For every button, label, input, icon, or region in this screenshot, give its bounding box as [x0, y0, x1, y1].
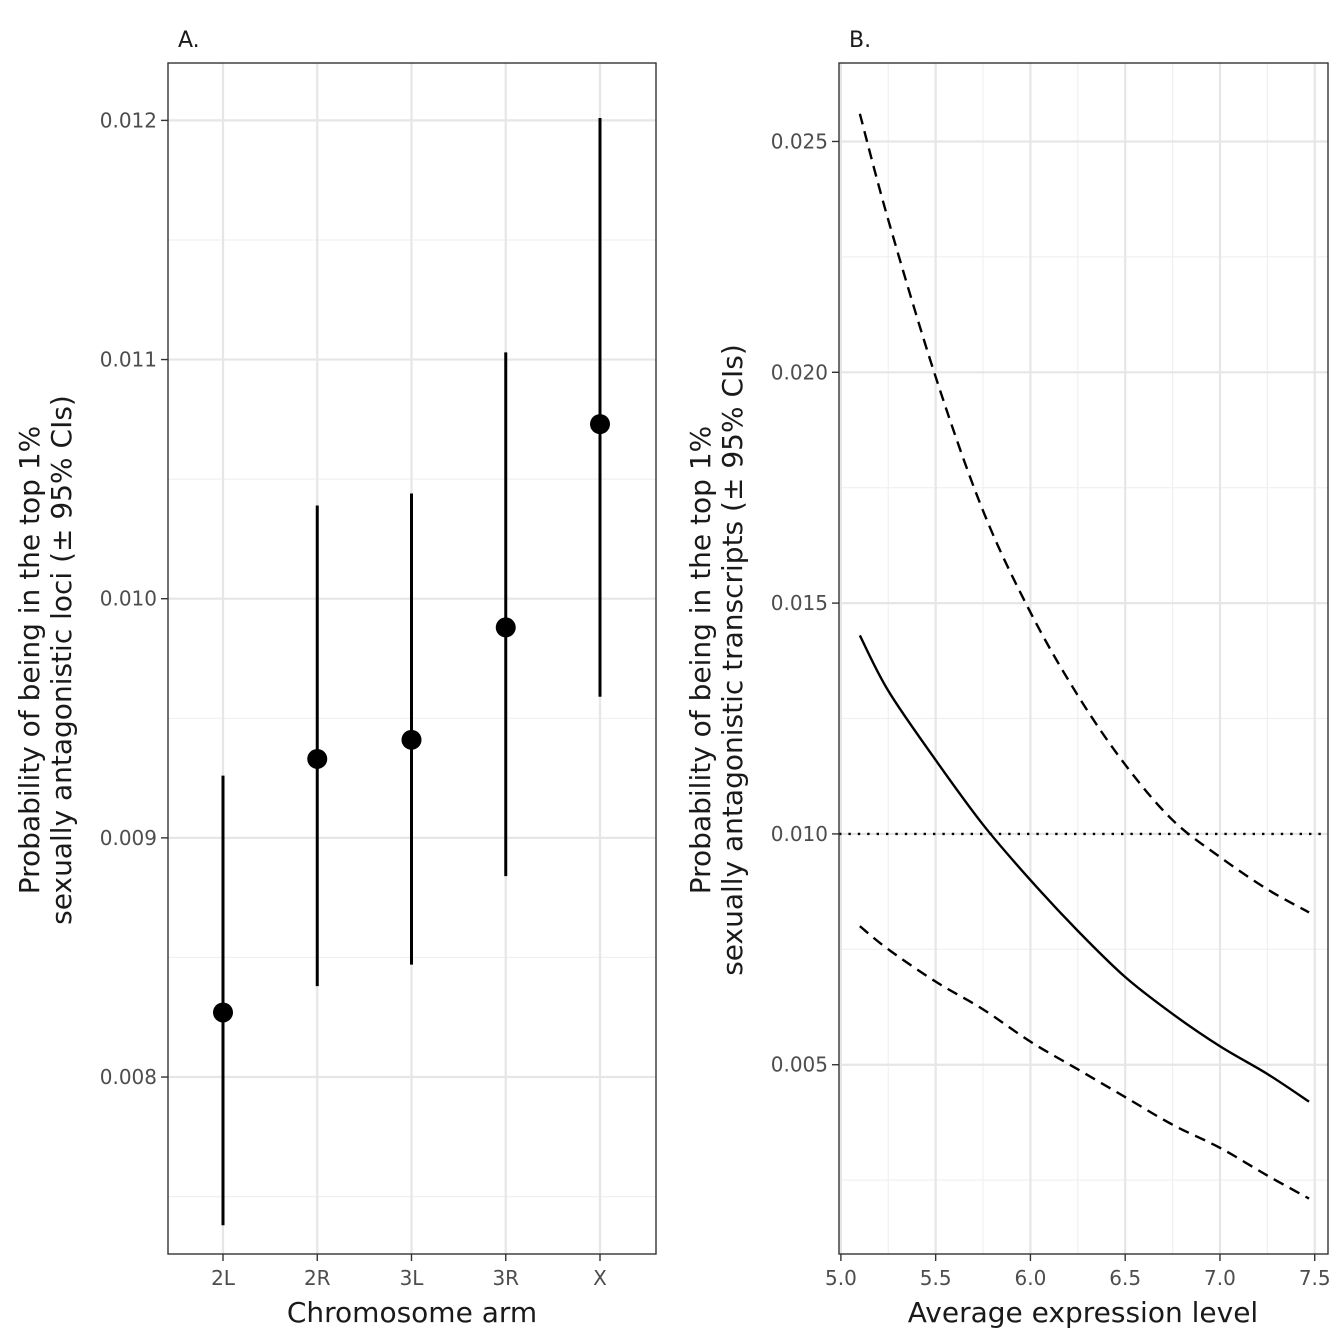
panel-a-x-tick-label: 2R [304, 1266, 331, 1290]
panel-a-marks [213, 118, 610, 1226]
panel-a-y-tick-label: 0.009 [100, 826, 157, 850]
panel-a-y-axis-title-line-1: Probability of being in the top 1% [13, 426, 46, 894]
panel-a-y-axis-title-line-2: sexually antagonistic loci (± 95% CIs) [45, 395, 78, 925]
panel-b-marks [839, 113, 1328, 1200]
panel-b-y-tick-label: 0.020 [771, 360, 828, 384]
panel-b-frame [838, 62, 1329, 1255]
panel-b-grid [839, 63, 1328, 1254]
panel-b-y-axis-title-line-2: sexually antagonistic transcripts (± 95%… [716, 344, 749, 976]
panel-a-y-tick-label: 0.010 [100, 587, 157, 611]
panel-b-line-upper-ci [858, 113, 1310, 914]
panel-b-x-tick-label: 5.0 [825, 1266, 857, 1290]
panel-b-letter: B. [849, 28, 871, 53]
panel-a-x-tick-label: 3L [400, 1266, 425, 1290]
panel-a-x-tick-label: X [593, 1266, 607, 1290]
panel-a-point [590, 414, 610, 435]
panel-a-point [213, 1002, 233, 1023]
panel-b: B. 5.0 5.5 6.0 6.5 7.0 7.5 0.005 0.010 0.015 0.02… [684, 28, 1331, 1329]
panel-b-y-axis-title: Probability of being in the top 1% sexua… [684, 344, 749, 976]
panel-b-y-tick-label: 0.015 [771, 591, 828, 615]
panel-a-y-tick-label: 0.008 [100, 1065, 157, 1089]
panel-a-point [307, 748, 328, 769]
panel-b-x-tick-label: 7.0 [1204, 1266, 1236, 1290]
panel-a-letter: A. [178, 28, 200, 53]
panel-a-axes: 0.008 0.009 0.010 0.011 0.012 2L 2R 3L 3R X [100, 108, 607, 1290]
panel-b-x-tick-label: 6.0 [1015, 1266, 1047, 1290]
panel-a-point [495, 617, 516, 638]
panel-b-axes: 5.0 5.5 6.0 6.5 7.0 7.5 0.005 0.010 0.015 0.020 0.… [771, 129, 1331, 1290]
panel-a-y-axis-title: Probability of being in the top 1% sexua… [13, 395, 78, 925]
panel-b-line-lower-ci [859, 925, 1310, 1200]
panel-a-x-tick-label: 3R [492, 1266, 519, 1290]
panel-a-y-tick-label: 0.012 [100, 108, 157, 132]
panel-b-y-tick-label: 0.010 [771, 822, 828, 846]
panel-b-y-tick-label: 0.025 [771, 129, 828, 153]
panel-b-line-estimate [858, 634, 1310, 1103]
panel-a: A. 0.008 0.009 0.010 0.011 0.012 2L 2R 3L 3R X Ch… [13, 28, 657, 1329]
panel-b-y-axis-title-line-1: Probability of being in the top 1% [684, 426, 717, 894]
panel-a-point [401, 729, 422, 750]
panel-b-x-tick-label: 6.5 [1109, 1266, 1141, 1290]
panel-a-x-axis-title: Chromosome arm [287, 1296, 537, 1329]
panel-a-x-tick-label: 2L [211, 1266, 236, 1290]
panel-b-y-tick-label: 0.005 [771, 1053, 828, 1077]
panel-b-x-tick-label: 5.5 [920, 1266, 952, 1290]
panel-b-x-axis-title: Average expression level [908, 1296, 1258, 1329]
panel-a-y-tick-label: 0.011 [100, 348, 157, 372]
panel-b-x-tick-label: 7.5 [1299, 1266, 1331, 1290]
